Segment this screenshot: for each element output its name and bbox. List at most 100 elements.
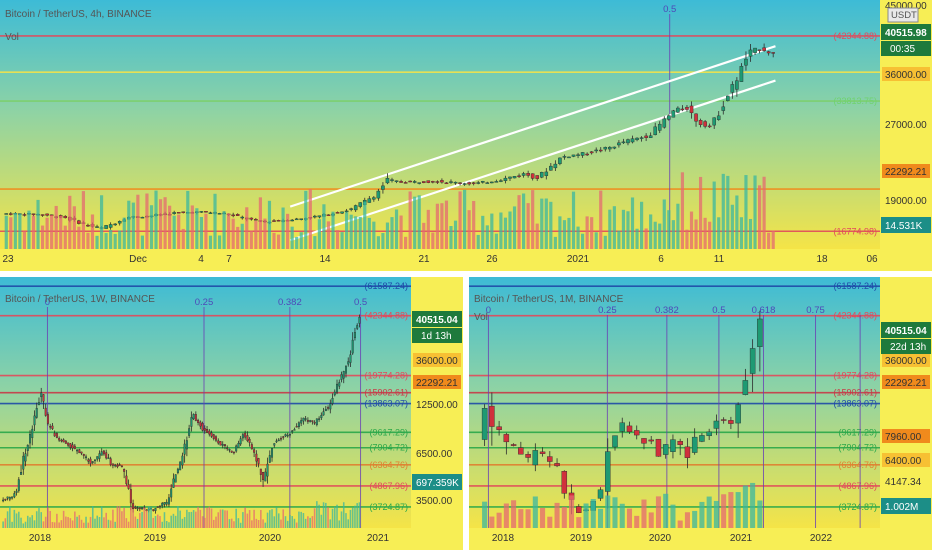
volume-bar bbox=[667, 210, 671, 249]
volume-bar bbox=[51, 522, 54, 528]
fib-label-3: 0.5 bbox=[712, 305, 725, 316]
candle-body bbox=[55, 433, 58, 438]
candle-body bbox=[165, 501, 168, 505]
candle-body bbox=[318, 418, 321, 420]
volume-bar bbox=[730, 204, 734, 249]
candle-body bbox=[51, 425, 54, 430]
chart-panel-4h[interactable]: (42344.88) (33813.75) (16774.98) 0.5 Bitcoin… bbox=[0, 0, 932, 271]
panel-divider-horizontal bbox=[0, 271, 932, 277]
candle-body bbox=[172, 478, 175, 488]
candle-body bbox=[554, 463, 560, 467]
candle-body bbox=[45, 213, 49, 216]
candle-body bbox=[539, 171, 544, 178]
volume-bar bbox=[62, 510, 65, 528]
countdown-label: 22d 13h bbox=[890, 342, 926, 353]
candle-body bbox=[114, 464, 117, 467]
candle-body bbox=[526, 173, 530, 176]
volume-bar bbox=[116, 506, 119, 528]
time-axis[interactable] bbox=[0, 249, 880, 271]
candle-body bbox=[608, 146, 612, 150]
candle-body bbox=[707, 125, 712, 128]
volume-bar bbox=[186, 509, 188, 528]
volume-bar bbox=[299, 232, 303, 249]
volume-bar bbox=[174, 515, 177, 528]
last-price-badge bbox=[881, 322, 931, 338]
volume-bar bbox=[47, 507, 49, 528]
volume-bar bbox=[114, 521, 116, 528]
volume-bar bbox=[136, 518, 139, 528]
volume-bar bbox=[767, 232, 771, 249]
volume-bar bbox=[165, 521, 168, 528]
volume-bar bbox=[213, 193, 217, 249]
candle-body bbox=[403, 182, 408, 184]
candle-body bbox=[576, 506, 582, 513]
volume-bar bbox=[531, 190, 535, 249]
candle-body bbox=[503, 434, 510, 443]
volume-bar bbox=[526, 203, 530, 249]
volume-bar bbox=[356, 503, 358, 528]
volume-bar bbox=[408, 191, 412, 249]
volume-bar bbox=[561, 506, 567, 528]
currency-badge[interactable] bbox=[887, 7, 919, 23]
panel-divider-vertical bbox=[463, 277, 469, 550]
x-tick-label: 7 bbox=[226, 254, 232, 265]
volume-bar bbox=[699, 501, 705, 528]
volume-bar bbox=[65, 516, 67, 528]
candle-body bbox=[503, 177, 508, 181]
candle-body bbox=[123, 469, 126, 472]
candle-body bbox=[295, 426, 298, 428]
candle-body bbox=[35, 407, 38, 418]
candle-body bbox=[662, 444, 669, 455]
volume-bar bbox=[599, 190, 603, 249]
time-axis[interactable] bbox=[469, 528, 880, 550]
chart-panel-1m[interactable]: (61587.24) (42344.88) (19774.28) (15902.61)… bbox=[469, 277, 932, 550]
candle-body bbox=[594, 149, 598, 152]
volume-bar bbox=[485, 225, 489, 249]
x-tick-label: 2021 bbox=[367, 533, 390, 544]
countdown-label: 1d 13h bbox=[421, 331, 452, 342]
volume-bar bbox=[626, 211, 630, 249]
candle-body bbox=[109, 458, 112, 465]
candle-body bbox=[262, 472, 265, 480]
candle-body bbox=[268, 455, 271, 463]
volume-bar bbox=[9, 506, 11, 528]
volume-bar bbox=[590, 217, 594, 249]
volume-bar bbox=[134, 516, 137, 528]
candle-body bbox=[249, 217, 254, 220]
candle-body bbox=[77, 220, 81, 224]
level-label-0: (42344.88) bbox=[833, 31, 877, 41]
volume-bar bbox=[107, 519, 110, 528]
level-label-4: (13863.07) bbox=[833, 399, 877, 409]
chart-4h-svg[interactable]: (42344.88) (33813.75) (16774.98) 0.5 Bitcoin… bbox=[0, 0, 932, 271]
candle-body bbox=[132, 503, 135, 510]
candle-body bbox=[203, 428, 206, 431]
y-tick-label: 36000.00 bbox=[416, 356, 458, 367]
volume-bar bbox=[69, 518, 72, 528]
candle-body bbox=[69, 443, 72, 448]
chart-1w-svg[interactable]: (61587.24) (42344.88) (19774.28) (15902.61)… bbox=[0, 277, 463, 550]
countdown-badge bbox=[881, 41, 931, 56]
volume-bar bbox=[744, 175, 748, 249]
candle-body bbox=[161, 502, 164, 507]
chart-1m-svg[interactable]: (61587.24) (42344.88) (19774.28) (15902.61)… bbox=[469, 277, 932, 550]
volume-bar bbox=[381, 232, 385, 249]
candle-body bbox=[662, 118, 667, 128]
volume-bar bbox=[72, 206, 76, 249]
volume-bar bbox=[20, 517, 22, 528]
volume-bar bbox=[562, 220, 567, 249]
time-axis[interactable] bbox=[0, 528, 411, 550]
volume-bar bbox=[177, 506, 179, 528]
chart-title: Bitcoin / TetherUS, 1W, BINANCE bbox=[5, 294, 155, 305]
chart-panel-1w[interactable]: (61587.24) (42344.88) (19774.28) (15902.61)… bbox=[0, 277, 463, 550]
volume-bar bbox=[698, 176, 703, 249]
volume-bar bbox=[467, 210, 471, 249]
volume-bar bbox=[217, 512, 220, 528]
plot-background[interactable] bbox=[0, 277, 411, 528]
candle-body bbox=[152, 509, 155, 511]
volume-bar bbox=[18, 213, 22, 249]
volume-bar bbox=[215, 516, 217, 528]
candle-body bbox=[20, 472, 23, 475]
candle-body bbox=[331, 398, 334, 404]
candle-body bbox=[64, 440, 67, 444]
volume-bar bbox=[496, 512, 502, 528]
